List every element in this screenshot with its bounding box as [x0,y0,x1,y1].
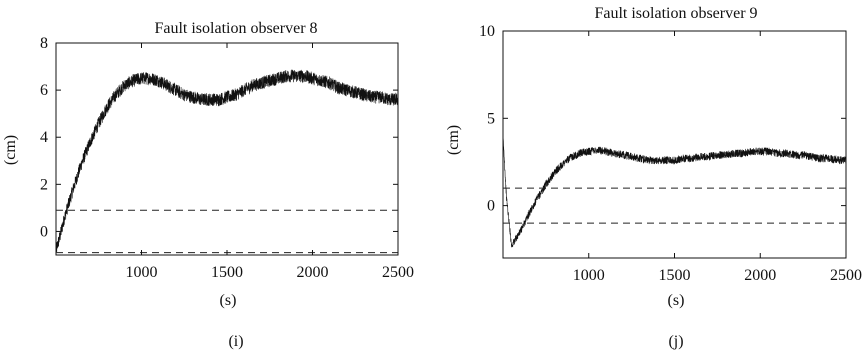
y-tick-label: 2 [40,176,48,193]
y-axis-label: (cm) [2,135,19,165]
chart-title: Fault isolation observer 9 [594,5,757,22]
x-tick-label: 2500 [830,267,862,284]
x-tick-label: 1500 [659,267,691,284]
y-axis-label: (cm) [445,125,462,155]
x-axis-label: (s) [668,292,685,309]
plot-frame [55,42,399,256]
y-ticks: 0 2 4 6 8 [40,35,398,240]
panel-label: (i) [228,333,243,350]
series-line-0 [55,69,399,253]
series-layer [55,69,399,254]
series-layer [502,132,847,248]
x-tick-label: 2500 [382,264,414,281]
y-tick-label: 6 [40,82,48,99]
x-axis-label: (s) [220,292,237,309]
y-ticks: 0 5 10 [479,23,846,215]
chart-panel-j: Fault isolation observer 9 1000 1500 2000 2… [445,5,862,350]
series-line-0 [502,132,847,248]
x-tick-label: 1000 [573,267,605,284]
x-tick-label: 2000 [744,267,776,284]
y-tick-label: 4 [40,129,48,146]
x-ticks: 1000 1500 2000 2500 [126,43,414,281]
y-tick-label: 0 [40,223,48,240]
y-tick-label: 0 [487,198,495,215]
plot-frame [502,30,847,259]
x-tick-label: 2000 [297,264,329,281]
chart-panel-i: Fault isolation observer 8 1000 1500 2000 2… [2,20,414,350]
x-tick-label: 1000 [126,264,158,281]
x-ticks: 1000 1500 2000 2500 [573,31,862,284]
x-tick-label: 1500 [211,264,243,281]
y-tick-label: 5 [487,110,495,127]
y-tick-label: 10 [479,23,495,40]
y-tick-label: 8 [40,35,48,52]
chart-title: Fault isolation observer 8 [154,20,317,37]
panel-label: (j) [668,333,683,350]
